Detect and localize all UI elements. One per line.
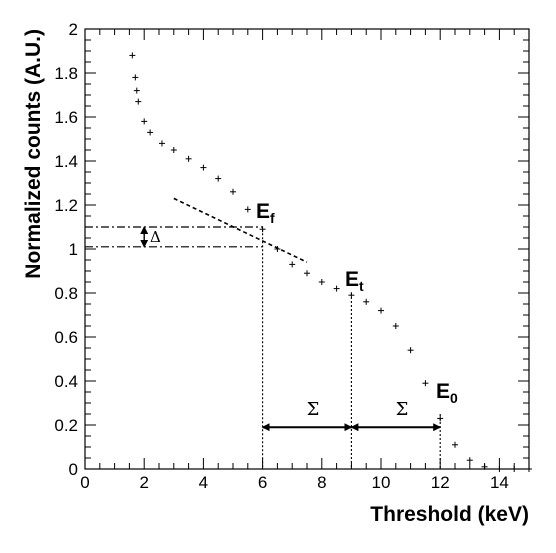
label-e-f-main: E	[256, 200, 270, 223]
data-point	[158, 140, 165, 147]
data-point	[200, 164, 207, 171]
data-point	[392, 323, 399, 329]
label-e-t-main: E	[345, 268, 359, 291]
data-point	[422, 380, 429, 387]
data-series	[129, 52, 532, 472]
label-e-f: Ef	[256, 200, 275, 226]
data-point	[230, 188, 236, 195]
x-axis-tick-labels: 0 2 4 6 8 10 12 14	[80, 473, 509, 492]
data-point	[452, 441, 458, 448]
data-point	[304, 270, 310, 277]
y-tick-label: 2	[69, 20, 78, 39]
label-e-f-subscript: f	[270, 210, 275, 226]
label-e-t: Et	[345, 268, 364, 294]
data-point	[274, 246, 281, 252]
y-tick-label: 1.8	[54, 64, 78, 83]
data-point	[244, 206, 251, 213]
data-point	[511, 466, 518, 472]
y-axis-title: Normalized counts (A.U.)	[22, 29, 45, 279]
data-point	[141, 118, 148, 125]
y-tick-label: 1	[69, 240, 78, 259]
y-tick-label: 1.4	[54, 152, 78, 171]
data-point	[481, 463, 488, 470]
y-tick-label: 0.6	[54, 328, 78, 347]
y-tick-label: 0.8	[54, 284, 78, 303]
label-sigma-right: Σ	[396, 399, 409, 420]
y-tick-label: 1.2	[54, 196, 78, 215]
x-tick-label: 10	[372, 473, 391, 492]
data-point	[333, 285, 340, 292]
y-axis-tick-labels: 0 0.2 0.4 0.6 0.8 1 1.2 1.4 1.6 1.8 2	[54, 20, 78, 479]
data-point	[170, 147, 177, 153]
y-tick-label: 0	[69, 460, 78, 479]
data-point	[129, 52, 136, 59]
label-sigma-left: Σ	[307, 399, 320, 420]
data-point	[363, 298, 370, 305]
tangent-line	[173, 197, 308, 263]
data-point	[215, 175, 222, 182]
label-e-0: E0	[436, 380, 458, 406]
x-tick-label: 4	[199, 473, 208, 492]
x-tick-label: 8	[317, 473, 326, 492]
y-axis-ticks	[85, 28, 529, 470]
data-point	[437, 415, 444, 422]
annotation-lines	[85, 197, 442, 469]
y-tick-label: 0.2	[54, 416, 78, 435]
data-point	[407, 347, 414, 354]
data-point	[259, 226, 266, 233]
data-point	[147, 129, 154, 136]
data-point	[526, 466, 532, 472]
data-point	[348, 292, 355, 299]
x-tick-label: 14	[490, 473, 509, 492]
data-point	[378, 307, 384, 314]
data-point	[135, 98, 142, 105]
x-tick-label: 12	[431, 473, 450, 492]
label-e-t-subscript: t	[359, 278, 364, 294]
x-tick-label: 2	[139, 473, 148, 492]
data-point	[318, 279, 325, 285]
y-tick-label: 0.4	[54, 372, 78, 391]
data-point	[132, 74, 139, 81]
x-tick-label: 0	[80, 473, 89, 492]
x-axis-title: Threshold (keV)	[370, 503, 529, 526]
label-e-0-main: E	[436, 380, 450, 403]
label-delta: Δ	[150, 228, 161, 246]
data-point	[133, 87, 140, 94]
y-tick-label: 1.6	[54, 108, 78, 127]
x-tick-label: 6	[258, 473, 267, 492]
label-e-0-subscript: 0	[450, 390, 458, 406]
data-point	[185, 155, 192, 162]
data-point	[289, 261, 296, 268]
data-point	[466, 457, 473, 464]
data-point	[496, 466, 503, 472]
